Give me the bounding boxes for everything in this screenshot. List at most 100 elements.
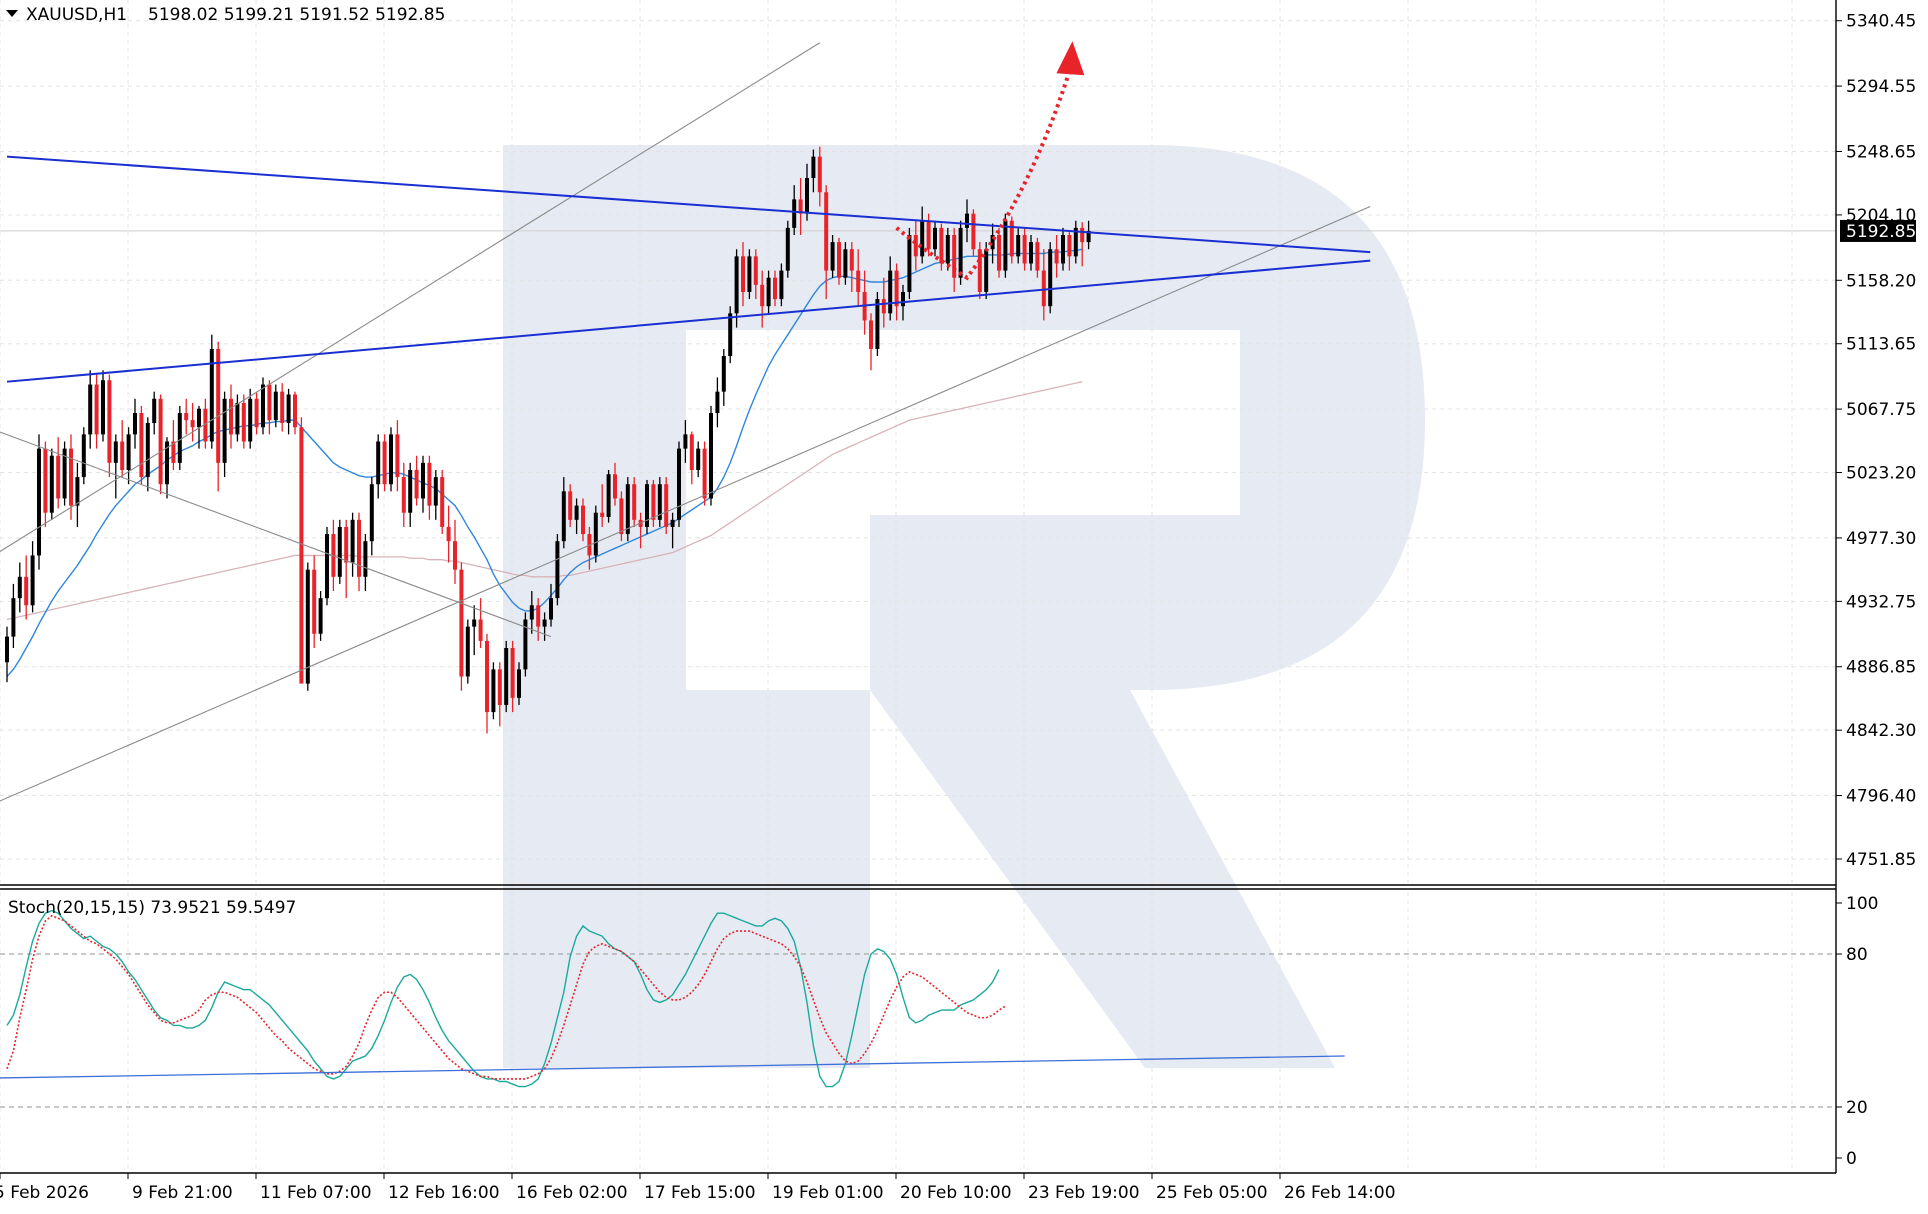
candle-body — [382, 441, 387, 485]
ma-fast-line — [6, 248, 1083, 677]
candle-body — [357, 519, 361, 577]
candle-body — [222, 398, 227, 463]
stoch-tick-label: 100 — [1846, 894, 1878, 914]
candle-body — [369, 484, 374, 542]
candle-body — [177, 413, 182, 463]
time-axis[interactable]: 5 Feb 2026 9 Feb 21:00 11 Feb 07:00 12 Feb … — [0, 1173, 1396, 1203]
candle-body — [261, 384, 265, 428]
candle-body — [209, 348, 214, 442]
candle-body — [1041, 270, 1046, 307]
price-axis[interactable]: 5340.455294.555248.655204.105158.205113.… — [1836, 12, 1916, 870]
candle-body — [5, 636, 9, 663]
candle-body — [395, 434, 400, 478]
stoch-tick-label: 80 — [1846, 945, 1868, 965]
candle-body — [1067, 234, 1072, 257]
candle-body — [651, 484, 656, 520]
candle-body — [824, 192, 829, 271]
candle-body — [145, 422, 150, 478]
candle-body — [1016, 234, 1021, 257]
candle-body — [286, 394, 291, 423]
candle-body — [856, 270, 861, 292]
candle-body — [913, 234, 918, 257]
candle-body — [939, 227, 944, 264]
ma-slow-line — [6, 381, 1083, 621]
stoch-label: Stoch(20,15,15) 73.9521 59.5497 — [8, 898, 296, 918]
price-tick-label: 4751.85 — [1846, 850, 1916, 870]
candle-body — [510, 648, 515, 698]
candle-body — [773, 277, 777, 300]
current-price-tag: 5192.85 — [1840, 219, 1916, 242]
candle-body — [1048, 249, 1053, 307]
dropdown-triangle-icon[interactable] — [6, 10, 18, 17]
candle-body — [561, 491, 566, 542]
candle-body — [811, 156, 816, 179]
channel-up-lower-line — [0, 206, 1371, 802]
candle-body — [69, 448, 73, 506]
candle-body — [344, 526, 349, 563]
candle-body — [529, 605, 534, 620]
time-tick-label: 26 Feb 14:00 — [1284, 1183, 1396, 1203]
candle-body — [555, 541, 560, 599]
candle-body — [536, 605, 541, 627]
candle-body — [721, 356, 726, 392]
candle-body — [427, 462, 432, 506]
candle-body — [453, 541, 457, 570]
candles — [5, 146, 1091, 734]
time-tick-label: 17 Feb 15:00 — [644, 1183, 756, 1203]
candle-body — [267, 384, 272, 421]
candle-body — [945, 234, 950, 264]
price-tick-label: 4932.75 — [1846, 592, 1916, 612]
candle-body — [49, 455, 54, 513]
candle-body — [446, 526, 451, 542]
candle-body — [747, 256, 752, 292]
candle-body — [843, 249, 848, 278]
candle-body — [293, 394, 297, 428]
price-tick-label: 5067.75 — [1846, 400, 1916, 420]
candle-body — [363, 541, 368, 577]
candle-body — [593, 512, 598, 556]
candle-body — [965, 213, 969, 228]
triangle-upper-line — [6, 155, 1371, 254]
price-tick-label: 4977.30 — [1846, 529, 1916, 549]
candle-body — [184, 413, 189, 421]
price-tick-label: 5158.20 — [1846, 271, 1916, 291]
candle-body — [433, 477, 438, 506]
candle-body — [837, 242, 841, 278]
candle-body — [894, 270, 899, 307]
candle-body — [670, 519, 675, 527]
candle-body — [504, 648, 509, 705]
candle-body — [139, 413, 144, 478]
candle-body — [203, 408, 208, 442]
time-tick-label: 12 Feb 16:00 — [388, 1183, 500, 1203]
stoch-tick-label: 20 — [1846, 1098, 1868, 1118]
chart-header: XAUUSD,H1 5198.02 5199.21 5191.52 5192.8… — [6, 5, 445, 25]
candle-body — [1035, 242, 1040, 271]
candle-body — [465, 626, 470, 677]
candle-body — [805, 178, 809, 214]
time-tick-label: 5 Feb 2026 — [0, 1183, 89, 1203]
candle-body — [760, 284, 765, 307]
candle-body — [485, 640, 489, 713]
candle-body — [619, 498, 624, 535]
candle-body — [1086, 230, 1091, 243]
candle-body — [869, 320, 873, 349]
channel-down-upper-line — [0, 431, 552, 638]
candle-body — [779, 270, 784, 300]
candle-body — [1073, 227, 1078, 257]
candle-body — [88, 384, 93, 435]
stoch-tick-label: 0 — [1846, 1149, 1857, 1169]
candle-body — [24, 576, 29, 606]
candle-body — [30, 555, 35, 606]
candle-body — [977, 249, 982, 292]
time-tick-label: 23 Feb 19:00 — [1028, 1183, 1140, 1203]
candle-body — [389, 434, 393, 485]
stoch-axis[interactable]: 100 80 20 0 — [1836, 894, 1878, 1169]
candle-body — [491, 669, 496, 713]
price-tick-label: 5023.20 — [1846, 464, 1916, 484]
time-tick-label: 20 Feb 10:00 — [900, 1183, 1012, 1203]
time-tick-label: 9 Feb 21:00 — [132, 1183, 233, 1203]
candle-body — [568, 491, 573, 520]
candle-body — [478, 619, 483, 641]
candle-body — [881, 299, 886, 314]
